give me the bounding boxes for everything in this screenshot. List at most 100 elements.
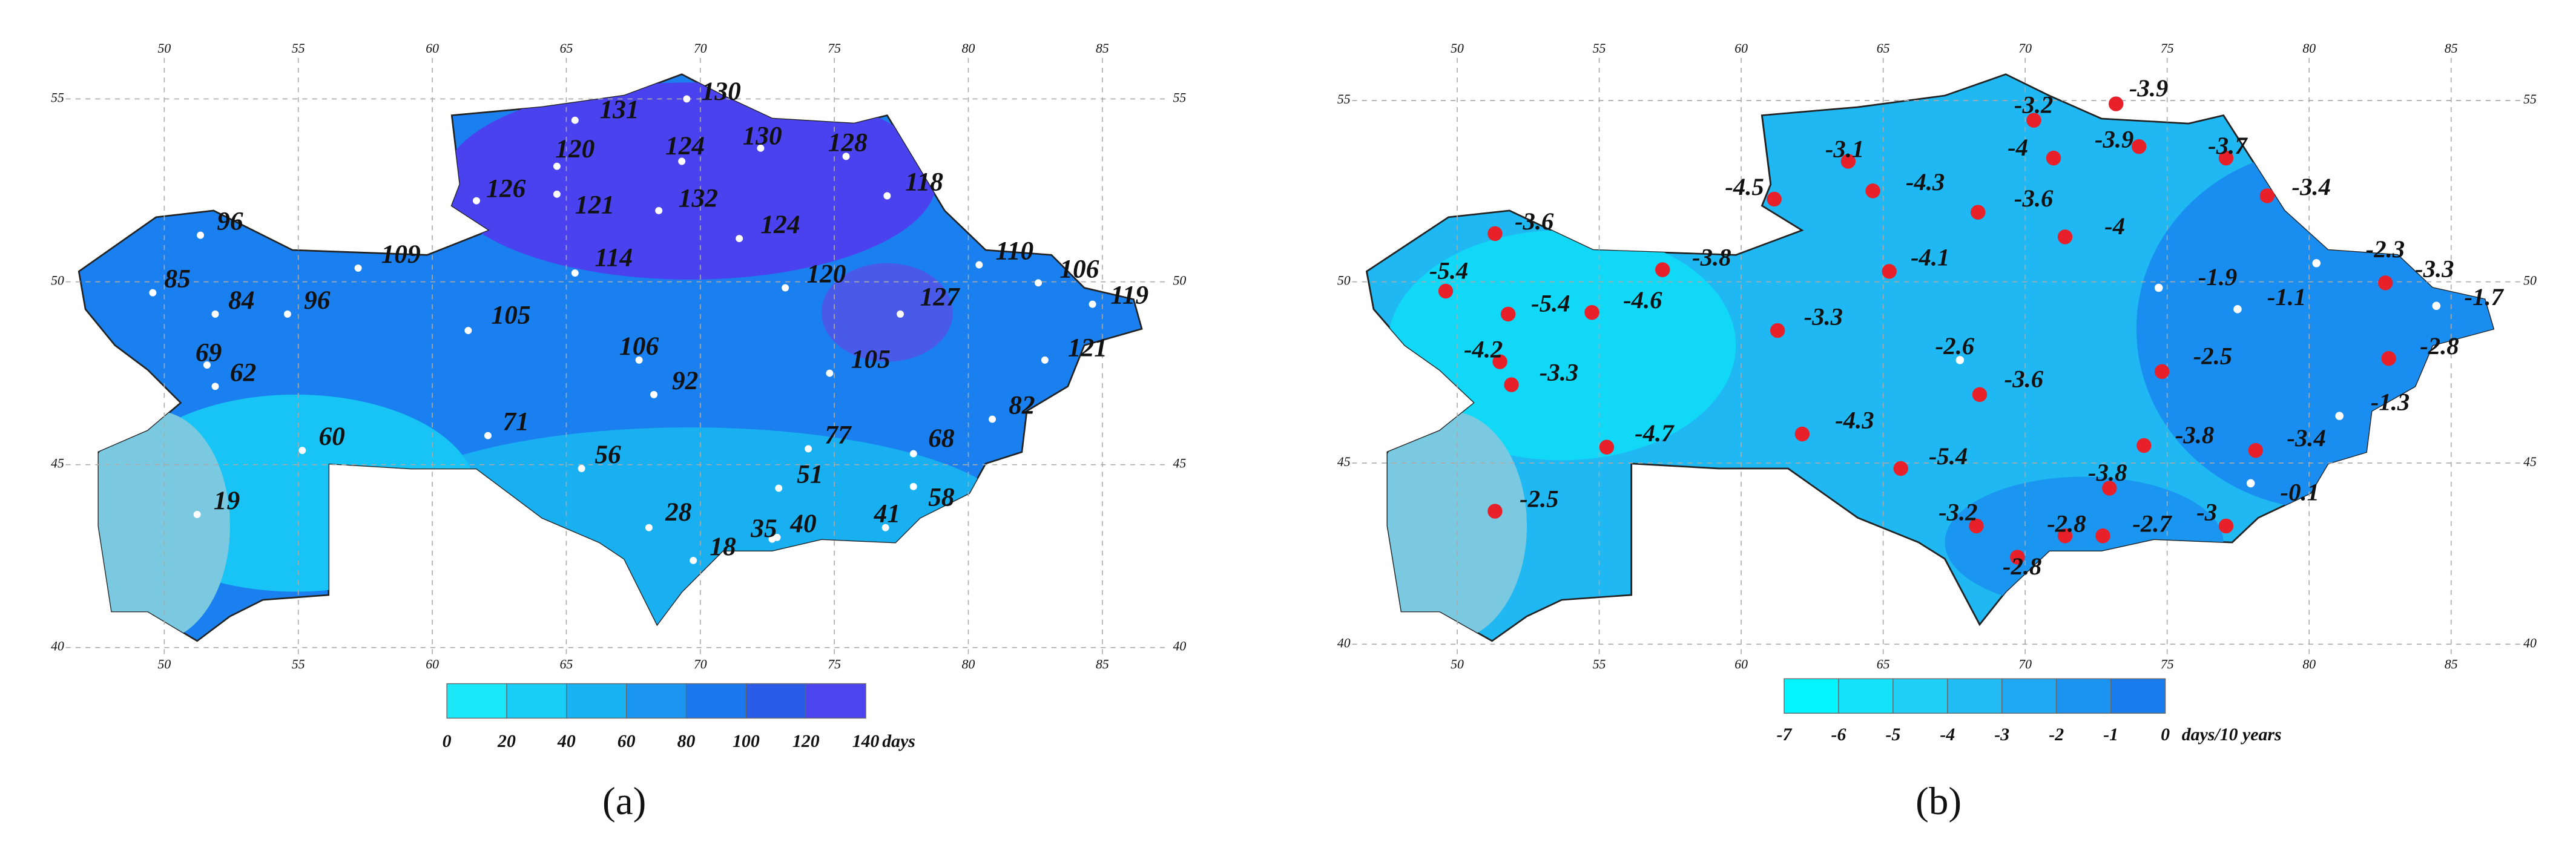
station-value: 130 xyxy=(702,77,741,106)
station-value: -3.2 xyxy=(2014,91,2053,118)
station-dot xyxy=(2218,150,2234,166)
station-dot xyxy=(354,264,362,272)
station-dot xyxy=(2136,438,2152,453)
station-value: -1.7 xyxy=(2464,283,2504,311)
station-dot xyxy=(211,310,219,318)
station-value: -2.5 xyxy=(2193,343,2232,370)
legend-swatch xyxy=(1892,678,1948,714)
station-value: 126 xyxy=(486,174,525,203)
station-value: 60 xyxy=(318,422,344,451)
station-dot xyxy=(1487,226,1503,242)
station-value: -3.2 xyxy=(1939,498,1977,525)
station-dot xyxy=(1584,304,1599,320)
station-dot xyxy=(2335,412,2344,420)
station-value: 128 xyxy=(828,128,868,157)
legend-tick-label: 100 xyxy=(733,731,760,751)
station-value: -4.3 xyxy=(1835,406,1874,433)
legend-swatch xyxy=(2110,678,2166,714)
station-value: -3.8 xyxy=(1692,244,1731,271)
station-dot xyxy=(2095,528,2110,544)
lon-tick-label: 65 xyxy=(1877,657,1890,672)
station-dot xyxy=(2131,139,2147,154)
station-value: -3.9 xyxy=(2129,74,2168,102)
lat-tick-label: 50 xyxy=(1337,274,1351,288)
station-dot xyxy=(842,153,850,160)
station-dot xyxy=(2233,304,2242,314)
legend-swatch xyxy=(2056,678,2112,714)
station-value: -2.3 xyxy=(2366,235,2405,263)
lon-tick-label: 65 xyxy=(560,41,573,56)
station-value: -3.8 xyxy=(2175,421,2214,449)
lon-tick-label: 70 xyxy=(2018,41,2032,56)
legend-unit: days xyxy=(882,731,915,751)
station-value: 41 xyxy=(874,499,900,528)
station-dot xyxy=(298,447,306,455)
station-dot xyxy=(826,369,834,377)
lat-tick-label: 45 xyxy=(51,456,64,471)
station-dot xyxy=(645,524,653,531)
lon-tick-label: 85 xyxy=(1096,41,1109,56)
station-dot xyxy=(2154,283,2163,292)
station-value: -5.4 xyxy=(1929,442,1968,470)
lat-tick-label: 45 xyxy=(1337,455,1351,469)
legend-tick-label: 20 xyxy=(497,731,516,751)
legend-tick-label: 0 xyxy=(2161,725,2170,745)
station-dot xyxy=(1438,283,1454,299)
station-value: -3.6 xyxy=(2004,366,2044,393)
station-dot xyxy=(805,445,812,453)
legend-tick-label: -6 xyxy=(1831,725,1846,745)
station-dot xyxy=(553,162,561,170)
lon-tick-label: 65 xyxy=(560,657,573,672)
legend-tick-label: 0 xyxy=(443,731,452,751)
station-dot xyxy=(1767,191,1782,207)
legend-tick-label: -3 xyxy=(1994,725,2009,745)
lon-tick-label: 50 xyxy=(1451,657,1464,672)
station-value: -2.5 xyxy=(1520,485,1558,513)
station-dot xyxy=(1492,354,1507,369)
station-dot xyxy=(484,432,492,439)
station-value: -3.6 xyxy=(1515,208,1554,235)
station-value: 131 xyxy=(599,95,639,124)
station-dot xyxy=(736,235,743,243)
station-value: -3.1 xyxy=(1825,136,1864,163)
station-value: 62 xyxy=(230,358,256,387)
station-dot xyxy=(1500,306,1516,322)
station-dot xyxy=(1893,461,1908,476)
station-value: 119 xyxy=(1110,281,1148,310)
lon-tick-label: 60 xyxy=(1734,657,1748,672)
station-value: -4.3 xyxy=(1906,168,1945,196)
legend-tick-label: 140 xyxy=(852,731,880,751)
station-value: 124 xyxy=(760,210,800,239)
legend-tick-label: -5 xyxy=(1885,725,1900,745)
station-dot xyxy=(2108,96,2124,111)
station-value: 56 xyxy=(595,440,621,469)
station-dot xyxy=(2432,301,2441,311)
station-dot xyxy=(909,482,917,490)
caption: (a) xyxy=(602,780,646,823)
station-value: 105 xyxy=(851,345,891,374)
station-dot xyxy=(989,415,996,423)
station-dot xyxy=(2026,113,2041,128)
station-value: -4.1 xyxy=(1911,244,1949,271)
station-value: -0.1 xyxy=(2281,479,2319,506)
station-value: 51 xyxy=(797,460,823,489)
lon-tick-label: 60 xyxy=(1734,41,1748,56)
station-value: -5.4 xyxy=(1531,290,1570,317)
legend-swatch xyxy=(446,683,507,719)
legend-tick-label: 40 xyxy=(557,731,576,751)
station-dot xyxy=(464,327,472,335)
station-dot xyxy=(775,484,783,492)
caption: (b) xyxy=(1916,780,1962,823)
station-value: -4 xyxy=(2104,212,2125,240)
lon-tick-label: 55 xyxy=(1593,657,1606,672)
station-dot xyxy=(1089,300,1096,308)
station-value: 121 xyxy=(1068,334,1107,363)
station-value: 109 xyxy=(381,240,421,269)
station-value: 106 xyxy=(619,332,659,361)
lat-tick-label: 40 xyxy=(51,639,64,654)
station-value: 69 xyxy=(196,338,222,367)
station-dot xyxy=(1770,323,1785,338)
station-value: -5.4 xyxy=(1429,257,1468,284)
station-value: -4.6 xyxy=(1623,286,1662,314)
